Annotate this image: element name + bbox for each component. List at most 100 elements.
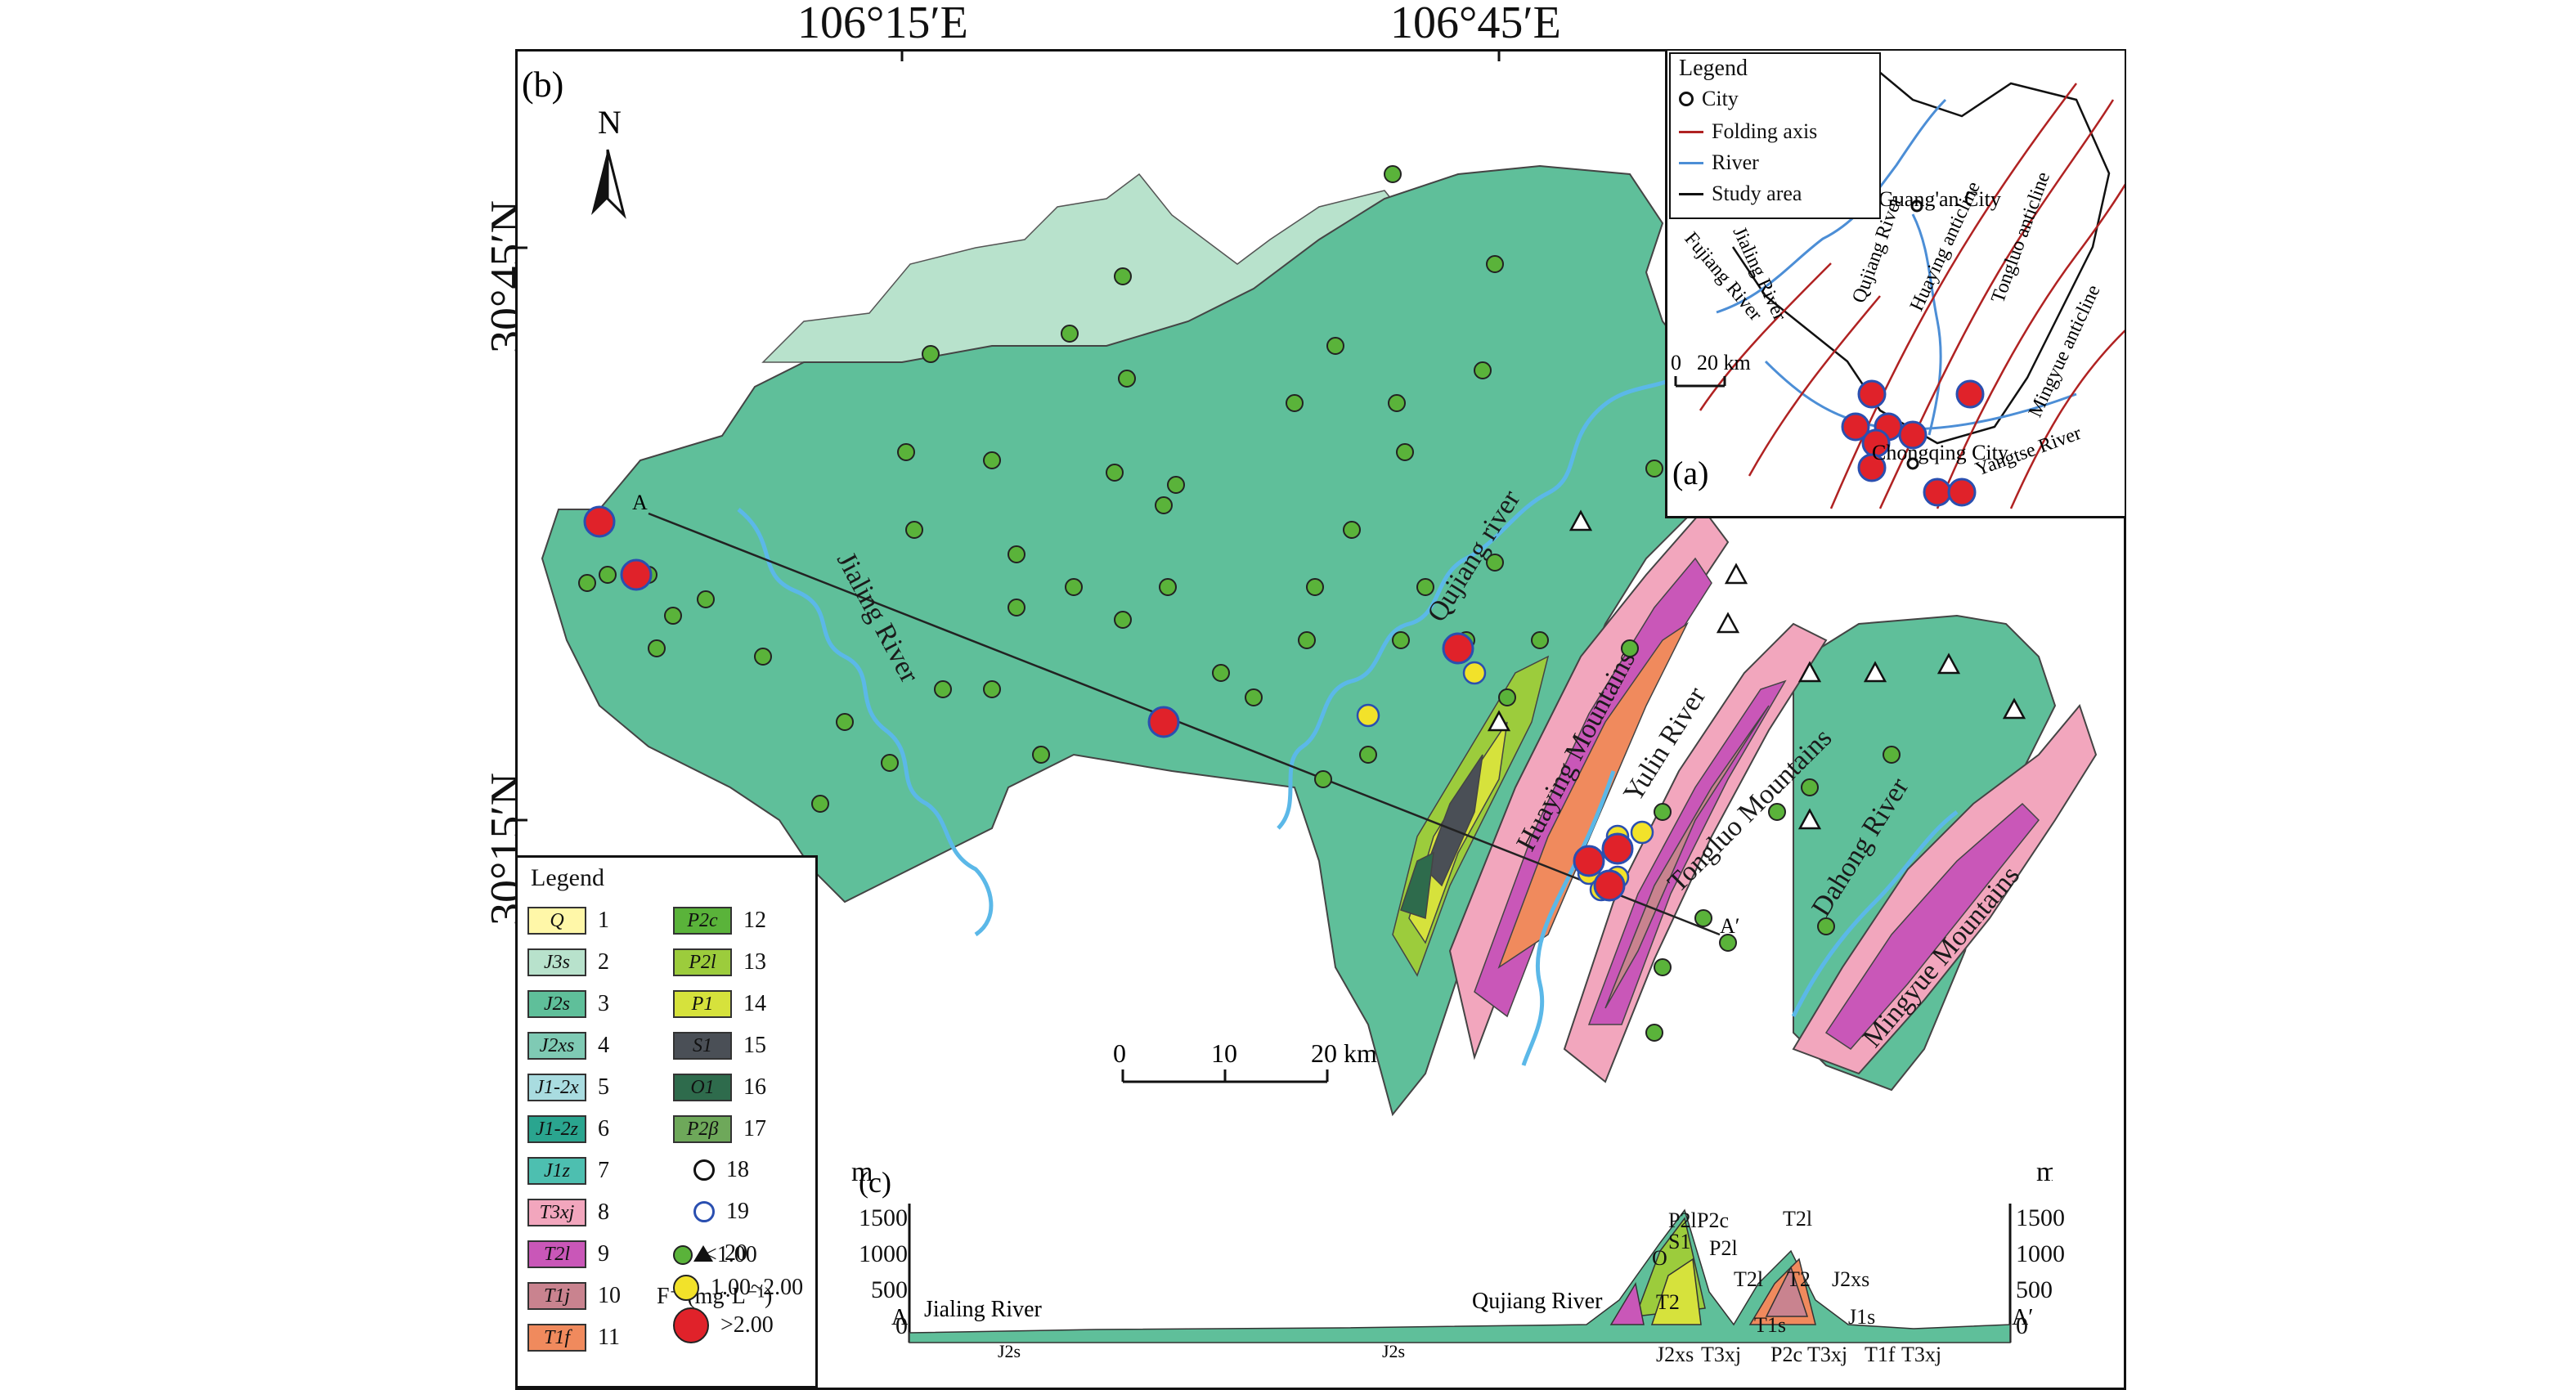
legend-swatch: P2c <box>673 907 732 935</box>
legend-swatch: S1 <box>673 1032 732 1060</box>
green-sample-point <box>1359 746 1377 764</box>
legend-number: 10 <box>598 1283 621 1308</box>
legend-swatch: P1 <box>673 990 732 1018</box>
green-sample-point <box>1167 476 1185 494</box>
green-sample-point <box>578 574 596 592</box>
sect-label-o: O <box>1652 1246 1667 1270</box>
green-sample-point <box>1498 688 1516 706</box>
red-sample-point <box>1601 832 1634 865</box>
green-sample-point <box>1768 803 1786 821</box>
green-sample-point <box>1719 934 1737 952</box>
sect-label-j1s: J1s <box>1848 1305 1876 1329</box>
geologic-map-svg: A A′ Jialing River Qujiang river Yulin R… <box>518 52 2098 1117</box>
sect-label-p2c: P2c <box>1697 1208 1729 1232</box>
legend-river: River <box>1712 150 1759 174</box>
y-tick-500: 500 <box>871 1276 908 1303</box>
guangan-city-label: Guang'an City <box>1878 187 2001 211</box>
green-sample-point <box>1326 337 1344 355</box>
legend-item: T3xj 8 <box>527 1199 622 1226</box>
legend-number: 9 <box>598 1241 609 1267</box>
legend-item: S1 15 <box>673 1032 768 1060</box>
legend-number: 5 <box>598 1074 609 1100</box>
legend-number: 16 <box>743 1074 766 1100</box>
green-sample-point <box>983 451 1001 469</box>
sect-label-s1: S1 <box>1668 1230 1691 1253</box>
red-sample-point <box>1147 706 1180 738</box>
section-unit-left: m <box>851 1161 873 1187</box>
legend-item: J1-2z 6 <box>527 1115 622 1143</box>
green-sample-point <box>1416 578 1434 596</box>
scale-bar: 0 10 20 km <box>1113 1038 1377 1083</box>
triangle-icon <box>693 1245 713 1262</box>
inset-legend-title: Legend <box>1679 56 1748 81</box>
main-legend: Legend Q 1 J3s 2 J2s 3 J2xs 4 J1-2x 5 J1-2z 6 J1z 7 T3… <box>515 855 818 1388</box>
y-tick-1000-right: 1000 <box>2016 1240 2065 1267</box>
fluoride-dot-icon <box>673 1245 693 1265</box>
legend-folding-axis: Folding axis <box>1712 119 1818 143</box>
legend-item: P2β 17 <box>673 1115 768 1143</box>
legend-item: O1 16 <box>673 1074 768 1101</box>
section-j2s-1: J2s <box>998 1341 1021 1357</box>
green-sample-point <box>1306 578 1324 596</box>
jialing-river <box>737 508 994 937</box>
legend-item: T2l 9 <box>527 1240 622 1268</box>
inset-scale-bar: 0 20 km <box>1671 351 1751 388</box>
red-sample-point <box>620 558 653 591</box>
legend-item: J1z 7 <box>527 1157 622 1185</box>
legend-city: City <box>1702 87 1739 110</box>
green-sample-point <box>1159 578 1177 596</box>
fluoride-class: 1.00~2.00 <box>673 1275 803 1301</box>
green-sample-point <box>1298 631 1316 649</box>
green-sample-point <box>1694 909 1712 927</box>
section-line <box>648 512 1721 936</box>
triangle-sample-point <box>1716 612 1740 634</box>
triangle-sample-point <box>1724 563 1748 585</box>
river-icon <box>1679 161 1703 164</box>
yulin-river <box>1521 770 1616 1066</box>
legend-symbol-number: 20 <box>725 1240 747 1266</box>
green-sample-point <box>1286 394 1304 412</box>
green-sample-point <box>1065 578 1083 596</box>
legend-title: Legend <box>531 864 604 891</box>
scale-tick-0: 0 <box>1113 1038 1126 1068</box>
legend-swatch: J2xs <box>527 1032 586 1060</box>
sect-bottom-t3xj-3: T3xj <box>1901 1343 1942 1366</box>
legend-number: 6 <box>598 1116 609 1141</box>
red-sample-point <box>1573 845 1605 877</box>
legend-item: P2c 12 <box>673 907 768 935</box>
green-sample-point <box>1392 631 1410 649</box>
green-sample-point <box>1654 803 1672 821</box>
legend-number: 7 <box>598 1158 609 1183</box>
legend-swatch: T1f <box>527 1324 586 1352</box>
legend-number: 15 <box>743 1033 766 1058</box>
green-sample-point <box>1474 361 1492 379</box>
fluoride-dot-icon <box>673 1307 709 1343</box>
fluoride-class: <1.00 <box>673 1242 757 1268</box>
north-label: N <box>598 104 622 141</box>
legend-number: 3 <box>598 991 609 1016</box>
green-sample-point <box>983 680 1001 698</box>
legend-number: 2 <box>598 949 609 975</box>
green-sample-point <box>1114 611 1132 629</box>
panel-c-tag: (c) <box>859 1166 891 1199</box>
legend-number: 12 <box>743 908 766 933</box>
green-sample-point <box>1645 1024 1663 1042</box>
qujiang-river <box>1277 361 1705 830</box>
open-circle-icon <box>693 1159 715 1181</box>
legend-swatch: J1z <box>527 1157 586 1185</box>
s1-band <box>1425 754 1483 887</box>
green-sample-point <box>754 648 772 666</box>
red-sample-points <box>583 505 1634 902</box>
green-sample-point <box>664 607 682 625</box>
y-tick-1500-right: 1500 <box>2016 1204 2065 1231</box>
green-sample-point <box>1212 664 1230 682</box>
legend-symbol: 19 <box>693 1199 749 1225</box>
legend-item: P2l 13 <box>673 948 768 976</box>
green-sample-point <box>905 521 923 539</box>
red-sample-point <box>1593 869 1626 902</box>
fluoride-class: >2.00 <box>673 1307 774 1343</box>
yellow-sample-point <box>1462 661 1487 685</box>
triangle-sample-point <box>1863 661 1887 683</box>
green-sample-point <box>881 754 899 772</box>
legend-number: 8 <box>598 1199 609 1225</box>
